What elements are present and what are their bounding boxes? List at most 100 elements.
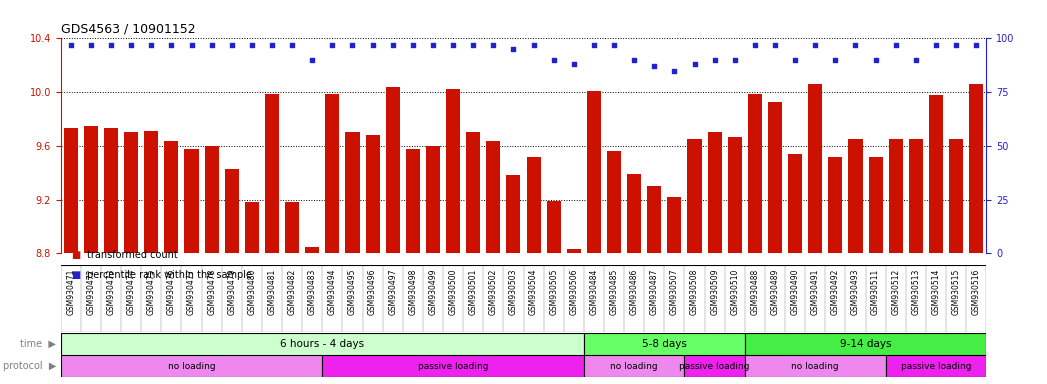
Bar <box>848 139 863 253</box>
Text: GSM930494: GSM930494 <box>328 268 337 315</box>
Bar <box>929 95 943 253</box>
Text: GSM930485: GSM930485 <box>609 268 619 315</box>
Bar <box>61 333 584 355</box>
Text: GSM930481: GSM930481 <box>267 268 276 314</box>
Bar <box>305 247 319 253</box>
Point <box>908 57 925 63</box>
Text: percentile rank within the sample: percentile rank within the sample <box>87 270 252 280</box>
Text: passive loading: passive loading <box>680 362 750 371</box>
Text: GSM930498: GSM930498 <box>408 268 418 315</box>
Point <box>404 42 421 48</box>
Bar <box>385 87 400 253</box>
Bar <box>688 139 701 253</box>
Point <box>707 57 723 63</box>
Bar <box>869 157 883 253</box>
Text: GSM930513: GSM930513 <box>911 268 920 315</box>
Bar <box>527 157 540 253</box>
Point <box>646 63 663 70</box>
Text: 6 hours - 4 days: 6 hours - 4 days <box>281 339 364 349</box>
Text: GSM930480: GSM930480 <box>247 268 257 315</box>
Text: GSM930471: GSM930471 <box>66 268 75 315</box>
Bar <box>322 355 584 377</box>
Bar <box>164 141 178 253</box>
Point <box>666 68 683 74</box>
Text: GSM930474: GSM930474 <box>127 268 136 315</box>
Text: GSM930486: GSM930486 <box>629 268 639 315</box>
Bar <box>886 355 986 377</box>
Text: time  ▶: time ▶ <box>20 339 57 349</box>
Point <box>545 57 562 63</box>
Bar <box>828 157 843 253</box>
Bar <box>647 186 662 253</box>
Point <box>364 42 381 48</box>
Point <box>324 42 340 48</box>
Bar <box>64 129 77 253</box>
Text: GSM930496: GSM930496 <box>369 268 377 315</box>
Point <box>928 42 944 48</box>
Bar <box>748 94 762 253</box>
Bar <box>61 355 322 377</box>
Point <box>103 42 119 48</box>
Text: GSM930477: GSM930477 <box>187 268 196 315</box>
Point <box>203 42 220 48</box>
Point <box>786 57 803 63</box>
Point <box>948 42 964 48</box>
Point <box>847 42 864 48</box>
Text: GSM930509: GSM930509 <box>710 268 719 315</box>
Bar <box>446 89 460 253</box>
Point <box>747 42 763 48</box>
Point <box>142 42 159 48</box>
Point <box>465 42 482 48</box>
Text: GSM930510: GSM930510 <box>730 268 739 315</box>
Text: GSM930491: GSM930491 <box>810 268 820 315</box>
Text: GSM930512: GSM930512 <box>891 268 900 314</box>
Text: GSM930508: GSM930508 <box>690 268 699 315</box>
Text: GSM930500: GSM930500 <box>448 268 458 315</box>
Text: no loading: no loading <box>610 362 658 371</box>
Point <box>83 42 99 48</box>
Bar <box>245 202 259 253</box>
Bar <box>889 139 903 253</box>
Bar <box>265 94 280 253</box>
Text: GSM930503: GSM930503 <box>509 268 518 315</box>
Bar <box>104 129 118 253</box>
Bar <box>584 333 744 355</box>
Text: GSM930489: GSM930489 <box>771 268 780 315</box>
Bar <box>285 202 299 253</box>
Text: GSM930490: GSM930490 <box>790 268 800 315</box>
Bar <box>184 149 199 253</box>
Text: GSM930484: GSM930484 <box>589 268 599 315</box>
Point <box>526 42 542 48</box>
Bar <box>607 151 621 253</box>
Point <box>485 42 502 48</box>
Text: GSM930497: GSM930497 <box>388 268 397 315</box>
Point <box>766 42 783 48</box>
Text: 9-14 days: 9-14 days <box>840 339 891 349</box>
Bar <box>584 355 685 377</box>
Point <box>686 61 703 67</box>
Point <box>727 57 743 63</box>
Bar <box>667 197 682 253</box>
Bar <box>728 137 742 253</box>
Point <box>867 57 884 63</box>
Text: passive loading: passive loading <box>418 362 488 371</box>
Bar <box>708 132 721 253</box>
Point <box>63 42 80 48</box>
Point <box>223 42 240 48</box>
Point <box>888 42 905 48</box>
Text: no loading: no loading <box>792 362 839 371</box>
Bar <box>204 146 219 253</box>
Text: no loading: no loading <box>168 362 216 371</box>
Bar <box>788 154 802 253</box>
Bar <box>627 174 641 253</box>
Text: GSM930511: GSM930511 <box>871 268 881 314</box>
Text: GSM930487: GSM930487 <box>650 268 659 315</box>
Text: GSM930499: GSM930499 <box>428 268 438 315</box>
Text: GSM930473: GSM930473 <box>107 268 115 315</box>
Text: GSM930504: GSM930504 <box>529 268 538 315</box>
Text: GSM930479: GSM930479 <box>227 268 237 315</box>
Text: GSM930482: GSM930482 <box>288 268 296 314</box>
Text: GSM930476: GSM930476 <box>166 268 176 315</box>
Bar <box>466 132 481 253</box>
Bar <box>909 139 922 253</box>
